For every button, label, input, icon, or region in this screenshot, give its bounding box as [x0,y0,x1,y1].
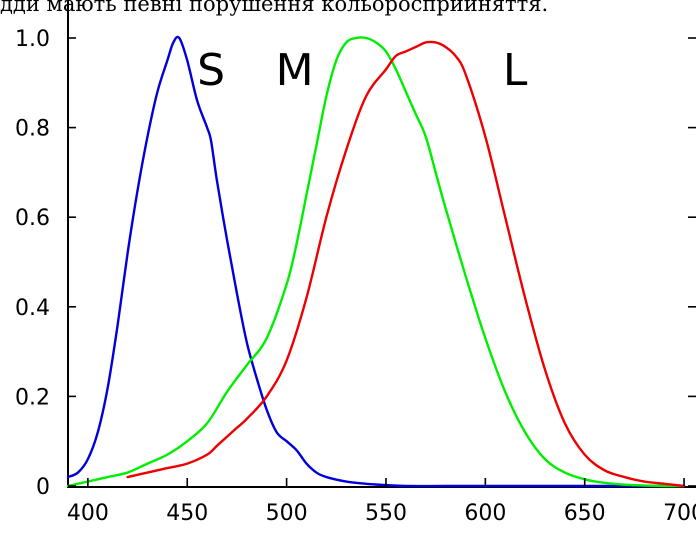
curve-label-l: L [503,45,528,96]
x-tick-label: 600 [464,501,506,526]
y-tick-label: 0.6 [15,206,50,231]
x-tick-label: 700 [663,501,696,526]
y-tick-label: 0.8 [15,117,50,142]
y-tick-label: 0.2 [15,385,50,410]
series-m-line [66,36,686,488]
curve-label-m: M [276,45,314,96]
x-tick-label: 500 [266,501,308,526]
x-tick-label: 400 [67,501,109,526]
y-tick-label: 0.4 [15,296,50,321]
x-tick-label: 650 [564,501,606,526]
series-curves [66,35,686,488]
y-tick-label: 1.0 [15,27,50,52]
page-caption: дди мають певні порушення кольоросприйня… [0,0,549,16]
series-l-line [126,40,686,488]
series-s-line [66,35,686,488]
x-tick-label: 550 [365,501,407,526]
x-tick-label: 450 [166,501,208,526]
curve-label-s: S [197,45,225,96]
axis-ticks [68,37,696,487]
y-tick-label: 0 [36,475,50,500]
axis-tick-labels: 400 450 500 550 600 650 700 0 0.2 0.4 0.6 0.8 1.0 [15,27,696,526]
